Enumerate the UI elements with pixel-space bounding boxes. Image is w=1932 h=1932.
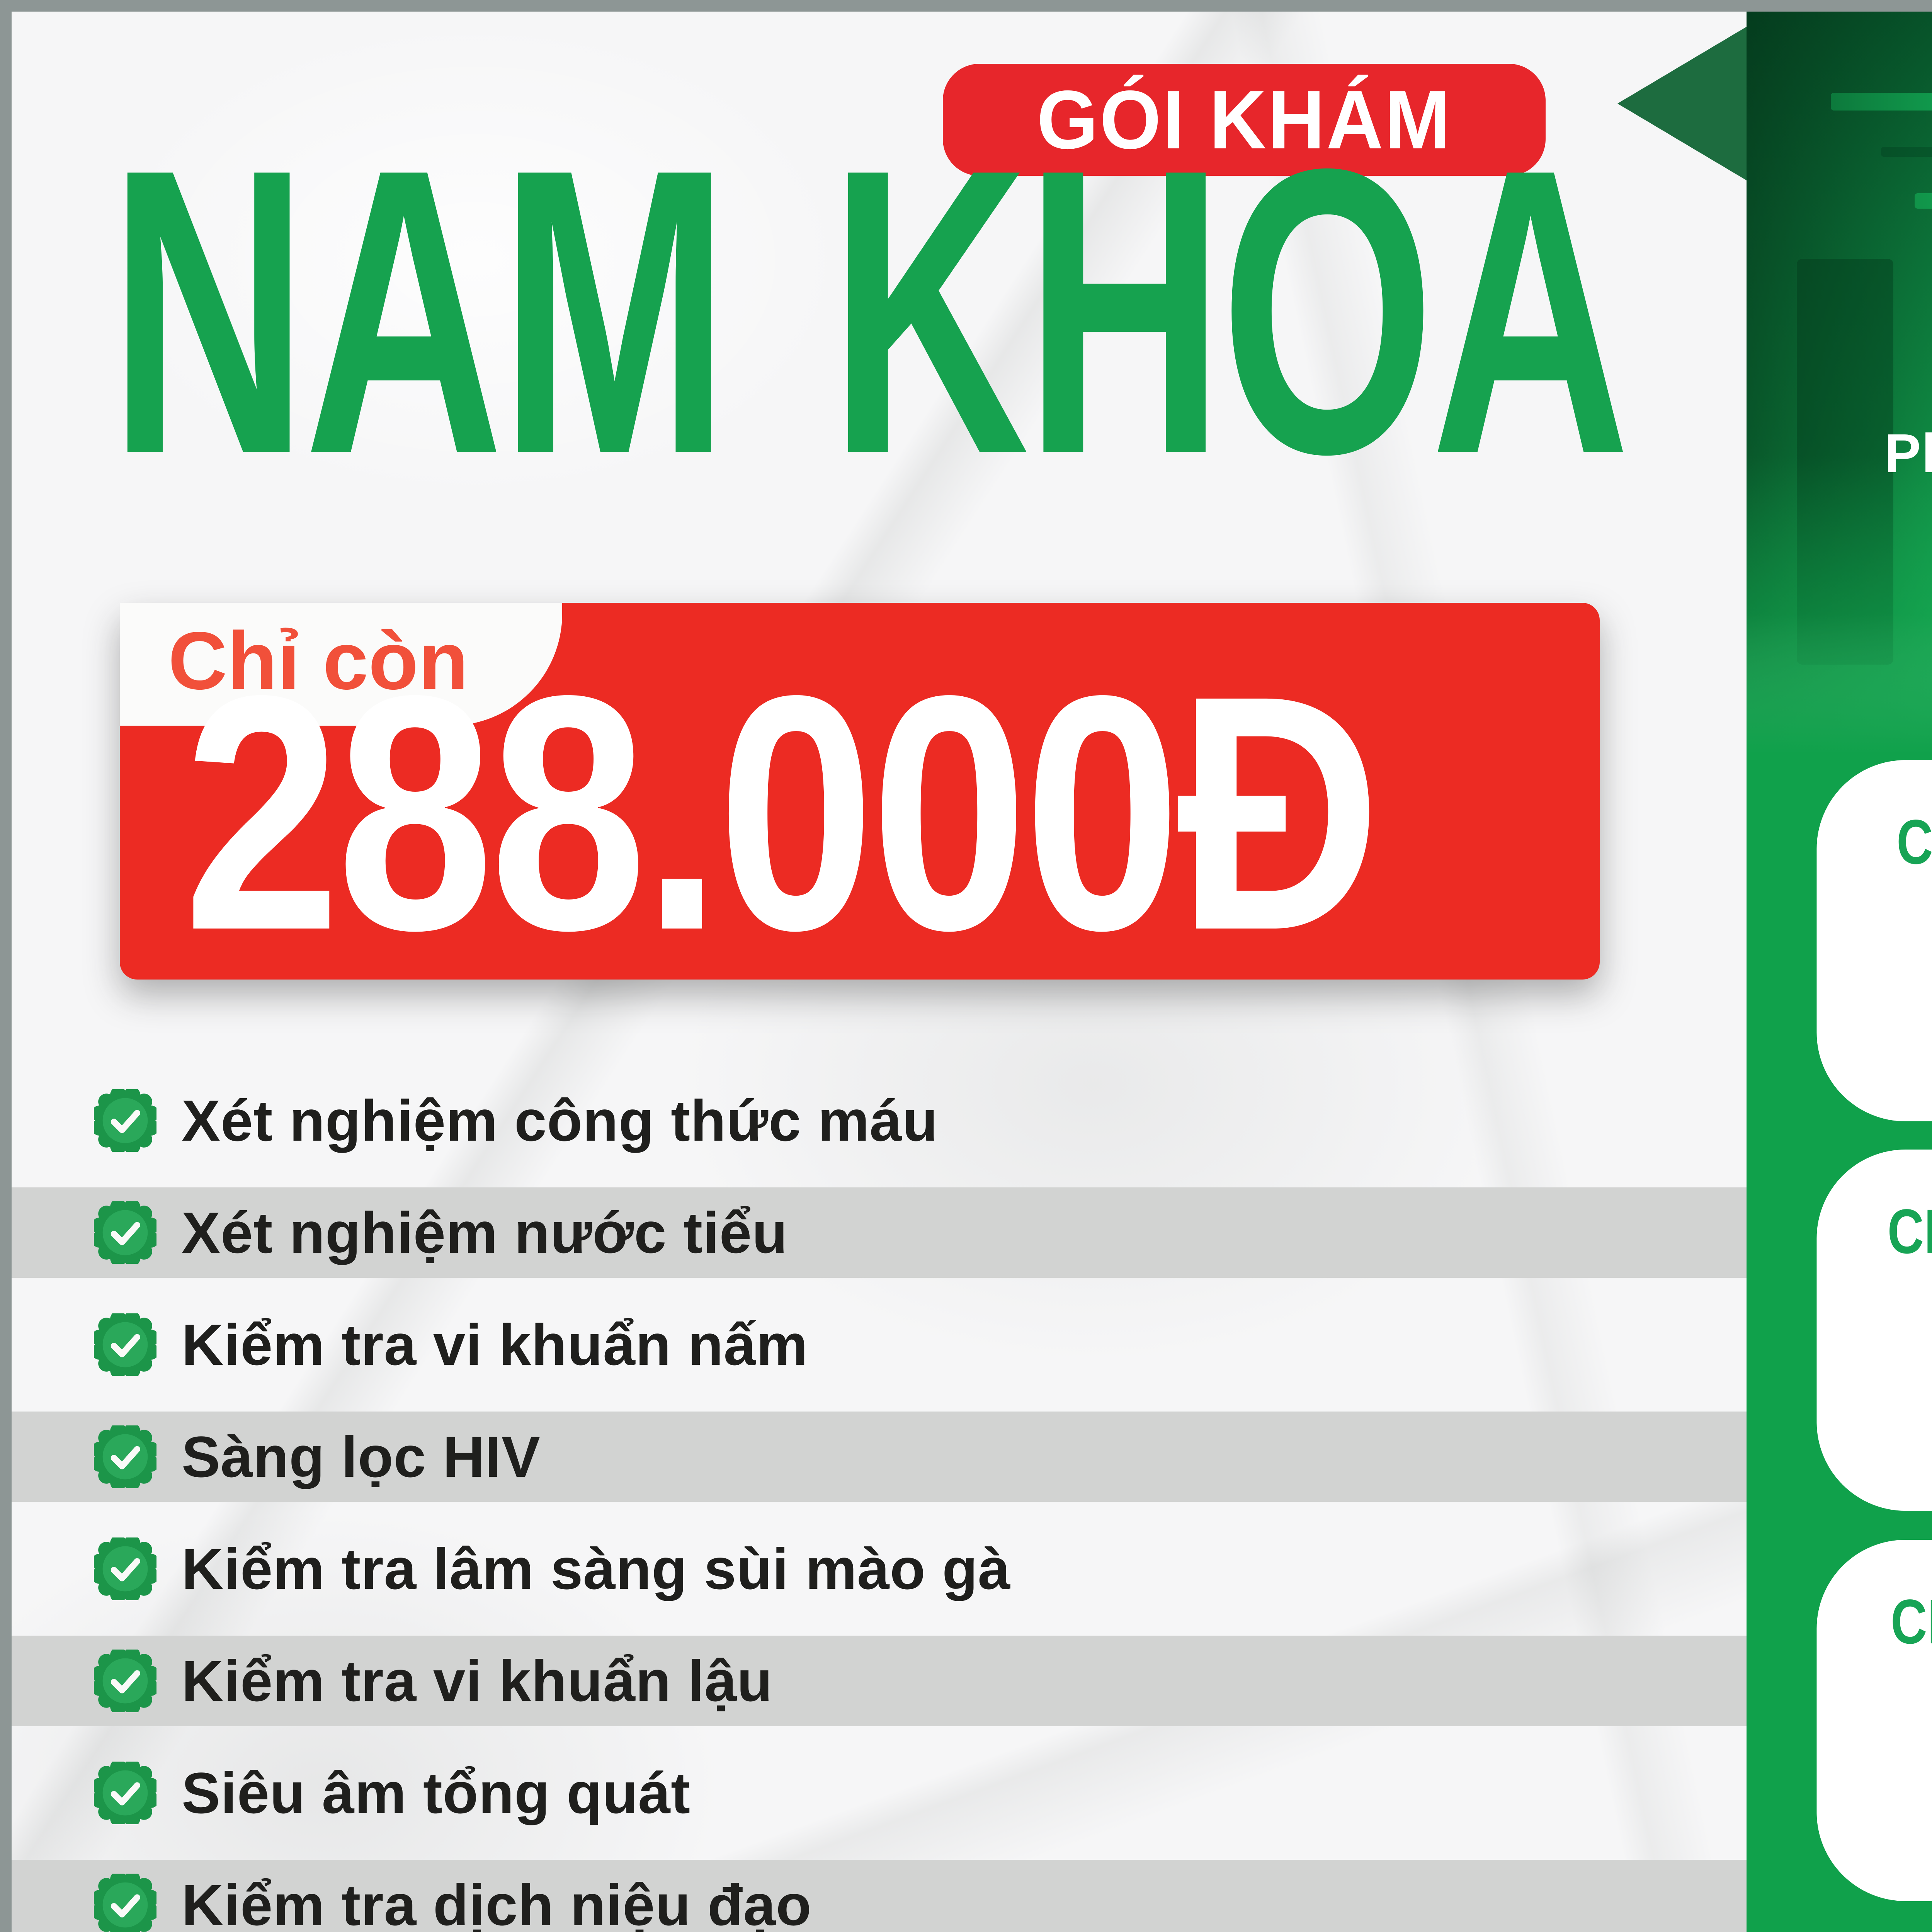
service-label: Xét nghiệm nước tiểu bbox=[182, 1200, 788, 1265]
check-seal-icon bbox=[94, 1201, 156, 1264]
check-seal-icon bbox=[94, 1089, 156, 1152]
discount-card: CHI PHÍ ĐIỀU TRỊ GIẢM 30% bbox=[1816, 1150, 1932, 1511]
discount-card-title: CHI PHÍ THỦ THUẬT GIẢM bbox=[1896, 806, 1932, 877]
service-label: Kiểm tra vi khuẩn lậu bbox=[182, 1648, 773, 1713]
service-label: Kiểm tra lâm sàng sùi mào gà bbox=[182, 1536, 1011, 1601]
service-row: Kiểm tra vi khuẩn lậu bbox=[12, 1625, 1747, 1737]
service-row: Kiểm tra vi khuẩn nấm bbox=[12, 1289, 1747, 1401]
service-label: Siêu âm tổng quát bbox=[182, 1760, 691, 1825]
check-seal-icon bbox=[94, 1313, 156, 1376]
price-tab-label: Chỉ còn bbox=[168, 615, 469, 706]
package-badge: GÓI KHÁM bbox=[943, 64, 1546, 176]
service-row: Siêu âm tổng quát bbox=[12, 1737, 1747, 1849]
page-title: NAM KHOA bbox=[109, 84, 1630, 538]
discount-card: CHI PHÍ KIỂM TRA GIẢM 30% bbox=[1816, 1540, 1932, 1901]
package-badge-label: GÓI KHÁM bbox=[1036, 73, 1452, 166]
check-seal-icon bbox=[94, 1762, 156, 1824]
discount-card: CHI PHÍ THỦ THUẬT GIẢM 50% bbox=[1816, 760, 1932, 1121]
check-seal-icon bbox=[94, 1874, 156, 1932]
check-seal-icon bbox=[94, 1425, 156, 1488]
service-row: Sàng lọc HIV bbox=[12, 1401, 1747, 1513]
discount-card-percent: 30% bbox=[1816, 1264, 1932, 1531]
service-row: Kiểm tra dịch niệu đạo bbox=[12, 1849, 1747, 1932]
corridor-photo bbox=[1747, 12, 1932, 777]
poster-canvas: GÓI KHÁM NAM KHOA Chỉ còn 288.000Đ Xét n… bbox=[12, 12, 1932, 1932]
price-tab: Chỉ còn bbox=[120, 603, 562, 726]
service-row: Kiểm tra lâm sàng sùi mào gà bbox=[12, 1513, 1747, 1625]
clinic-name: ĐÀ LẠT bbox=[1747, 484, 1932, 585]
discount-card-title: CHI PHÍ ĐIỀU TRỊ GIẢM bbox=[1887, 1196, 1932, 1267]
price-amount: 288.000Đ bbox=[184, 626, 1381, 1000]
clinic-type: Phòng khám đa khoa bbox=[1884, 423, 1932, 484]
service-list: Xét nghiệm công thức máu Xét nghiệm nước… bbox=[12, 1065, 1747, 1932]
discount-card-percent: 50% bbox=[1816, 874, 1932, 1141]
discount-card-title: CHI PHÍ KIỂM TRA GIẢM bbox=[1890, 1586, 1932, 1657]
service-label: Sàng lọc HIV bbox=[182, 1424, 541, 1489]
price-banner: Chỉ còn 288.000Đ bbox=[120, 603, 1600, 980]
clinic-panel: Phòng khám đa khoa ĐÀ LẠT CHI PHÍ THỦ TH… bbox=[1747, 12, 1932, 1932]
panel-arrow-icon bbox=[1617, 26, 1747, 181]
service-label: Xét nghiệm công thức máu bbox=[182, 1088, 938, 1153]
check-seal-icon bbox=[94, 1537, 156, 1600]
service-label: Kiểm tra dịch niệu đạo bbox=[182, 1872, 812, 1932]
discount-card-percent: 30% bbox=[1816, 1654, 1932, 1921]
service-row: Xét nghiệm nước tiểu bbox=[12, 1177, 1747, 1289]
service-row: Xét nghiệm công thức máu bbox=[12, 1065, 1747, 1177]
service-label: Kiểm tra vi khuẩn nấm bbox=[182, 1312, 808, 1377]
check-seal-icon bbox=[94, 1650, 156, 1712]
